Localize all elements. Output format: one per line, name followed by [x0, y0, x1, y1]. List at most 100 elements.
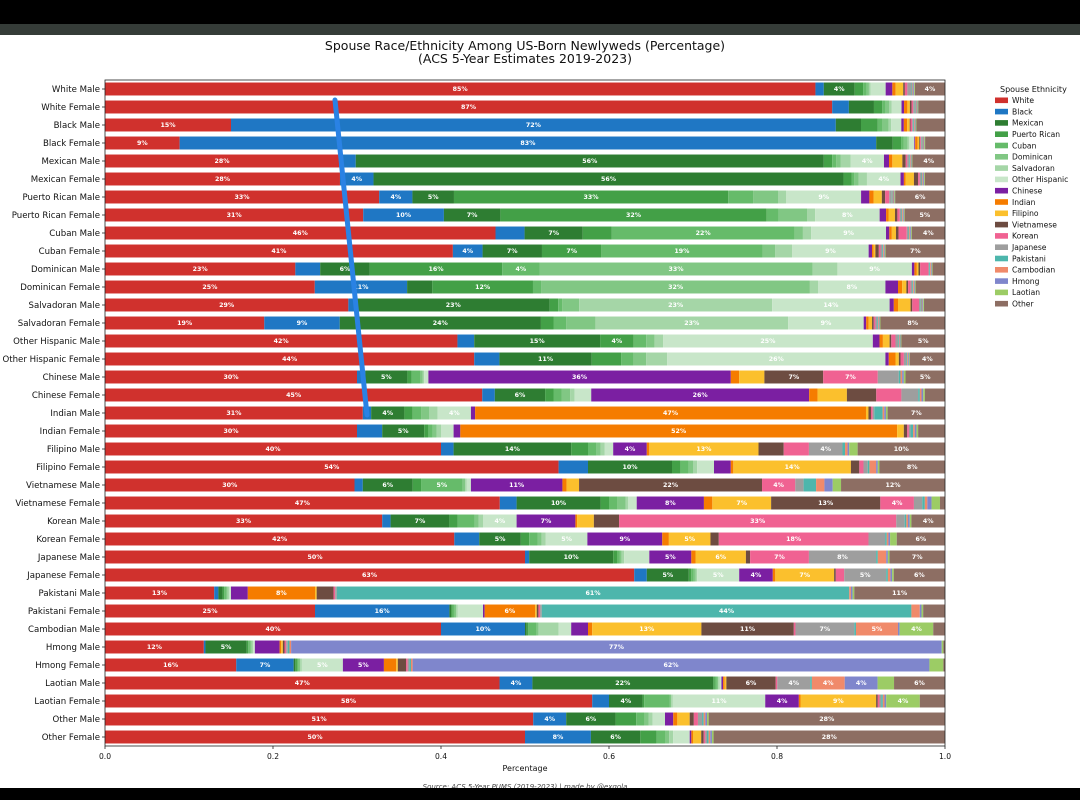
bar-value-label: 24% — [433, 320, 449, 327]
bar-salvadoran-female-korean — [873, 316, 876, 330]
bar-indian-male-white — [105, 406, 363, 420]
bar-other-hispanic-female-pakistani — [906, 352, 908, 366]
bar-salvadoran-female-puerto-rican — [540, 316, 554, 330]
bar-indian-male-other-hispanic — [437, 406, 471, 420]
bar-indian-female-other — [918, 424, 945, 438]
bar-other-male-dominican — [644, 712, 649, 726]
legend-swatch-laotian — [995, 289, 1008, 296]
bar-value-label: 4% — [390, 194, 401, 201]
bar-mexican-male-chinese — [883, 154, 889, 168]
bar-salvadoran-male-white — [105, 298, 349, 312]
bar-dominican-male-dominican — [539, 262, 813, 276]
bar-value-label: 4% — [898, 698, 909, 705]
bar-mexican-female-indian — [903, 172, 906, 186]
bar-japanese-female-salvadoran — [695, 568, 698, 582]
bar-white-male-white — [105, 82, 816, 96]
bar-japanese-male-mexican — [529, 550, 614, 564]
x-tick-label: 0.6 — [603, 752, 615, 761]
bar-value-label: 4% — [462, 248, 473, 255]
bar-chinese-female-other — [924, 388, 945, 402]
bar-cuban-male-other-hispanic — [811, 226, 887, 240]
bar-vietnamese-male-cambodian — [816, 478, 825, 492]
bar-cuban-male-cambodian — [909, 226, 911, 240]
bar-dominican-male-pakistani — [929, 262, 931, 276]
bar-dominican-female-other-hispanic — [818, 280, 886, 294]
bar-white-male-pakistani — [911, 82, 913, 96]
bar-chinese-male-vietnamese — [764, 370, 824, 384]
bar-cuban-female-black — [452, 244, 483, 258]
bar-other-male-salvadoran — [648, 712, 653, 726]
bar-cuban-male-black — [495, 226, 525, 240]
bar-cambodian-male-white — [105, 622, 441, 636]
category-label-salvadoran-male: Salvadoran Male — [28, 301, 100, 311]
bar-indian-female-white — [105, 424, 357, 438]
bar-salvadoran-male-filipino — [898, 298, 911, 312]
bar-value-label: 42% — [274, 338, 290, 345]
bar-cambodian-male-japanese — [795, 622, 855, 636]
bar-laotian-female-cuban — [644, 694, 670, 708]
bar-dominican-female-hmong — [913, 280, 915, 294]
bar-value-label: 23% — [684, 320, 700, 327]
legend-swatch-puerto-rican — [995, 131, 1008, 137]
bar-value-label: 6% — [715, 554, 726, 561]
bar-korean-male-vietnamese — [593, 514, 620, 528]
bar-japanese-female-cambodian — [887, 568, 891, 582]
bar-laotian-female-laotian — [886, 694, 920, 708]
bar-white-male-other-hispanic — [870, 82, 886, 96]
bar-value-label: 4% — [892, 500, 903, 507]
bar-vietnamese-male-dominican — [462, 478, 466, 492]
bar-hmong-female-mexican — [293, 658, 296, 672]
bar-value-label: 6% — [586, 716, 597, 723]
bar-hmong-female-filipino — [396, 658, 398, 672]
bar-chinese-female-filipino — [817, 388, 847, 402]
bar-value-label: 22% — [663, 482, 679, 489]
bar-other-hispanic-female-salvadoran — [646, 352, 668, 366]
bar-value-label: 30% — [222, 482, 238, 489]
bar-laotian-female-salvadoran — [671, 694, 673, 708]
bar-salvadoran-male-laotian — [923, 298, 925, 312]
bar-cambodian-male-hmong — [897, 622, 900, 636]
bar-value-label: 42% — [272, 536, 288, 543]
category-labels: White Male White Female Black Male Black Fe… — [2, 85, 100, 743]
bar-mexican-female-laotian — [924, 172, 925, 186]
bar-cambodian-male-korean — [793, 622, 796, 636]
bar-salvadoran-male-cuban — [558, 298, 563, 312]
bar-dominican-male-chinese — [911, 262, 915, 276]
category-label-other-hispanic-male: Other Hispanic Male — [13, 337, 100, 347]
bar-value-label: 9% — [821, 320, 832, 327]
bar-value-label: 6% — [914, 680, 925, 687]
bar-laotian-female-filipino — [800, 694, 877, 708]
bar-value-label: 11% — [538, 356, 554, 363]
bar-filipino-female-filipino — [733, 460, 851, 474]
bar-other-female-cuban — [656, 730, 665, 744]
bar-value-label: 56% — [601, 176, 617, 183]
x-tick-label: 0.4 — [435, 752, 447, 761]
bar-puerto-rican-female-puerto-rican — [500, 208, 767, 222]
bar-hmong-male-cuban — [248, 640, 250, 654]
bar-salvadoran-male-cambodian — [921, 298, 923, 312]
bar-dominican-male-puerto-rican — [369, 262, 503, 276]
bar-white-female-laotian — [917, 100, 919, 114]
bar-value-label: 4% — [923, 158, 934, 165]
bar-pakistani-male-laotian — [852, 586, 855, 600]
legend-label-pakistani: Pakistani — [1012, 254, 1046, 263]
bar-indian-male-salvadoran — [429, 406, 438, 420]
bar-korean-male-other-hispanic — [483, 514, 517, 528]
bar-value-label: 28% — [215, 176, 231, 183]
bar-dominican-female-black — [314, 280, 408, 294]
bar-mexican-female-vietnamese — [913, 172, 919, 186]
bar-puerto-rican-female-dominican — [778, 208, 808, 222]
bar-value-label: 33% — [236, 518, 252, 525]
bar-white-female-black — [832, 100, 849, 114]
bar-white-female-other-hispanic — [891, 100, 902, 114]
bar-other-female-black — [525, 730, 591, 744]
bar-chinese-female-mexican — [494, 388, 546, 402]
bar-value-label: 4% — [925, 86, 936, 93]
bar-value-label: 4% — [751, 572, 762, 579]
bar-value-label: 33% — [235, 194, 251, 201]
bar-hmong-male-salvadoran — [251, 640, 254, 654]
legend-label-indian: Indian — [1012, 198, 1036, 207]
bar-black-female-japanese — [920, 136, 922, 150]
bar-chinese-male-dominican — [420, 370, 423, 384]
category-label-indian-female: Indian Female — [40, 427, 100, 437]
